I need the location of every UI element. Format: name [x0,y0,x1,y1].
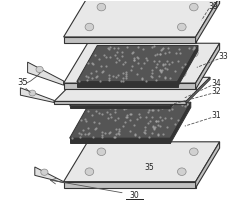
Polygon shape [28,62,64,85]
Polygon shape [64,142,220,182]
Polygon shape [77,46,198,81]
Polygon shape [70,102,191,138]
Text: 32: 32 [211,87,221,96]
Circle shape [178,23,186,31]
Polygon shape [64,0,220,37]
Circle shape [85,69,94,77]
Polygon shape [196,142,220,188]
Circle shape [97,148,106,156]
Polygon shape [77,81,178,87]
Polygon shape [64,83,196,89]
Polygon shape [70,89,187,106]
Circle shape [178,168,186,176]
Polygon shape [70,106,170,108]
Polygon shape [64,182,196,188]
Text: 39: 39 [209,2,219,11]
Circle shape [97,3,106,11]
Polygon shape [20,88,54,103]
Polygon shape [196,0,220,43]
Polygon shape [186,77,210,104]
Text: 35: 35 [17,78,27,87]
Polygon shape [170,89,187,108]
Polygon shape [170,102,191,143]
Polygon shape [178,46,198,87]
Circle shape [190,49,198,57]
Polygon shape [54,101,186,104]
Text: 30: 30 [130,191,139,200]
Circle shape [85,168,94,176]
Circle shape [190,3,198,11]
Text: 34: 34 [211,79,221,88]
Circle shape [41,169,48,175]
Circle shape [29,90,36,96]
Polygon shape [64,37,196,43]
Circle shape [178,69,186,77]
Circle shape [97,49,106,57]
Polygon shape [70,138,170,143]
Polygon shape [196,43,220,89]
Polygon shape [54,77,210,101]
Polygon shape [35,167,64,183]
Polygon shape [64,43,220,83]
Circle shape [36,66,43,73]
Text: 35: 35 [144,163,154,172]
Circle shape [190,148,198,156]
Text: 33: 33 [218,52,228,61]
Text: 31: 31 [211,111,221,120]
Circle shape [85,23,94,31]
